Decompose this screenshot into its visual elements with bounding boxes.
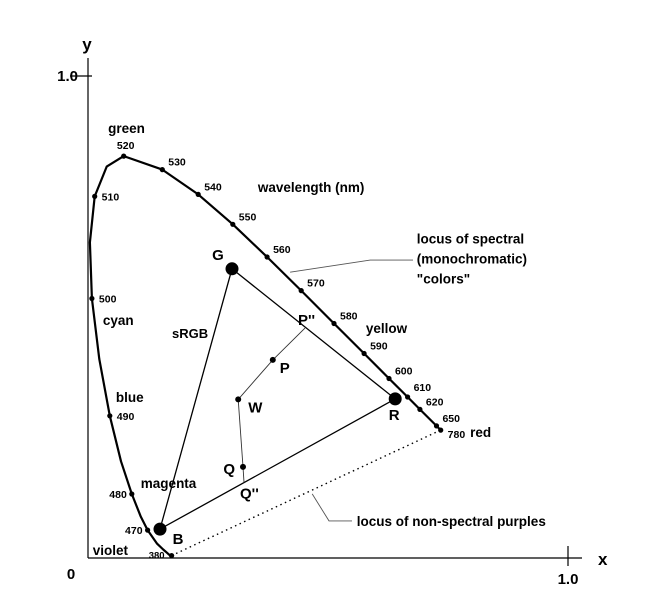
purple-locus-note: locus of non-spectral purples [357, 514, 546, 529]
plot-content: 380 470 480 490 500 510 520 530 540 550 560 570 580 5… [88, 121, 546, 562]
wavelength-label-480: 480 [109, 489, 127, 501]
purple-locus-note-leader-line [311, 493, 352, 522]
wavelength-point-590 [361, 350, 367, 357]
region-label-yellow: yellow [366, 321, 408, 336]
point-label-p: P [280, 360, 290, 377]
wavelength-label-510: 510 [102, 191, 120, 203]
wavelength-label-570: 570 [307, 278, 325, 290]
spectral-locus-note-line-1: locus of spectral [417, 231, 524, 246]
wavelength-label-540: 540 [204, 181, 222, 193]
origin-label: 0 [67, 566, 75, 583]
point-q [240, 463, 246, 470]
point-label-p-double-prime: P'' [298, 312, 315, 329]
region-label-blue: blue [116, 390, 144, 405]
primary-label-b: B [173, 531, 184, 548]
wavelength-label-550: 550 [239, 211, 257, 223]
wavelength-label-380: 380 [149, 551, 165, 562]
wavelength-point-530 [159, 167, 165, 173]
wavelength-label-490: 490 [117, 411, 135, 423]
primary-label-g: G [212, 247, 224, 264]
wavelength-point-510 [92, 193, 98, 199]
wavelength-point-600 [386, 375, 392, 382]
wavelength-point-780 [438, 427, 444, 433]
wavelength-point-380 [169, 553, 175, 559]
wavelength-caption: wavelength (nm) [257, 180, 365, 195]
srgb-label: sRGB [172, 326, 208, 341]
wavelength-label-470: 470 [125, 525, 143, 537]
wavelength-point-580 [331, 320, 337, 327]
x-max-tick-label: 1.0 [558, 571, 579, 588]
region-label-green: green [108, 121, 145, 136]
spectral-locus-note-line-2: (monochromatic) [417, 251, 527, 266]
wavelength-point-550 [230, 221, 236, 227]
wavelength-point-490 [107, 413, 113, 419]
point-w [235, 396, 242, 403]
wavelength-point-500 [89, 295, 95, 302]
wavelength-point-540 [195, 191, 201, 197]
wavelength-label-650: 650 [442, 413, 460, 425]
y-max-tick-label: 1.0 [57, 68, 78, 85]
wavelength-point-520 [121, 153, 127, 159]
wavelength-point-620 [417, 406, 423, 412]
wavelength-label-600: 600 [395, 365, 413, 377]
y-axis-label: y [82, 35, 92, 54]
region-label-red: red [470, 425, 491, 440]
wavelength-label-580: 580 [340, 310, 358, 322]
wavelength-label-780: 780 [448, 429, 466, 441]
primary-point-g [225, 262, 239, 276]
point-label-q: Q [223, 461, 235, 478]
wavelength-point-470 [145, 527, 151, 533]
point-label-q-double-prime: Q'' [240, 485, 259, 502]
region-label-violet: violet [93, 543, 129, 558]
wavelength-label-520: 520 [117, 140, 135, 152]
wavelength-label-560: 560 [273, 244, 291, 256]
primary-point-b [153, 522, 167, 536]
wavelength-label-500: 500 [99, 293, 117, 305]
wavelength-label-610: 610 [414, 382, 432, 394]
spectral-locus-curve [88, 155, 442, 557]
wavelength-point-650 [433, 423, 440, 429]
point-label-w: W [248, 399, 263, 416]
spectral-locus-note-line-3: "colors" [417, 271, 470, 286]
region-label-magenta: magenta [141, 476, 197, 491]
x-axis-label: x [598, 550, 608, 569]
wavelength-label-590: 590 [370, 341, 388, 353]
wavelength-point-560 [264, 254, 270, 260]
wavelength-label-530: 530 [168, 157, 186, 169]
wavelength-point-570 [298, 288, 304, 294]
wavelength-label-620: 620 [426, 396, 444, 408]
wavelength-point-610 [405, 394, 411, 400]
wavelength-point-480 [129, 491, 135, 497]
primary-label-r: R [389, 407, 400, 424]
primary-point-r [388, 392, 402, 406]
region-label-cyan: cyan [103, 313, 134, 328]
point-p [269, 356, 276, 363]
spectral-locus-note-leader-line [290, 259, 413, 273]
srgb-triangle [158, 267, 397, 531]
